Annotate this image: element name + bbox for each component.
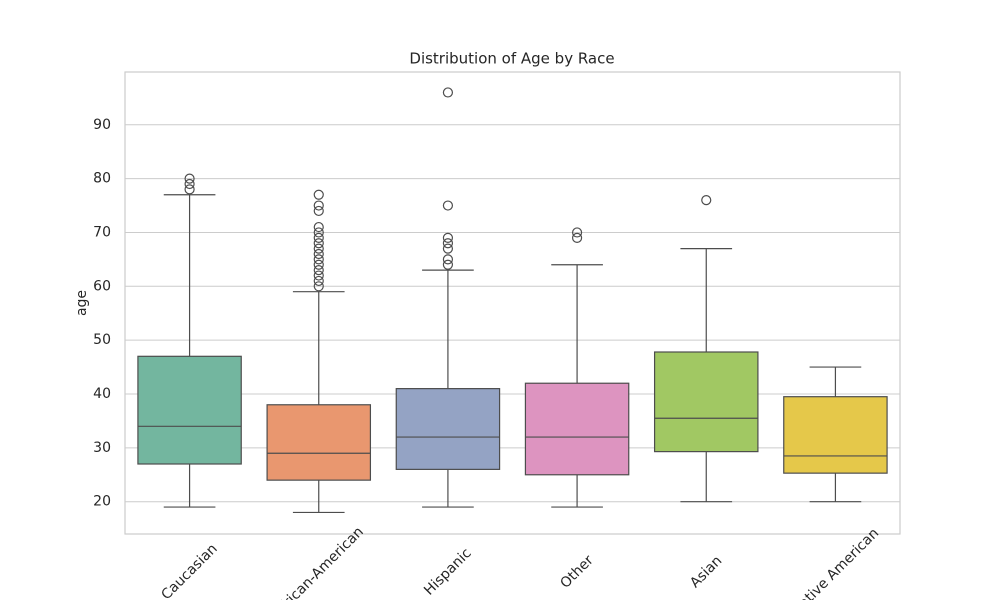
outlier — [442, 243, 454, 254]
outlier — [571, 232, 583, 243]
outlier — [701, 195, 712, 206]
outlier — [184, 173, 195, 184]
y-axis-label: age — [74, 290, 90, 316]
outlier — [313, 254, 324, 265]
outlier — [313, 200, 324, 211]
outlier — [313, 248, 324, 260]
outlier — [442, 254, 454, 265]
outlier — [313, 227, 324, 238]
outlier — [442, 238, 454, 249]
outlier — [313, 232, 324, 243]
y-tick-label: 90 — [93, 117, 111, 133]
outlier — [313, 221, 324, 233]
outlier — [442, 232, 454, 243]
outlier — [571, 227, 583, 238]
outlier — [313, 281, 324, 292]
box — [395, 388, 501, 470]
y-tick-label: 70 — [93, 224, 111, 240]
y-tick-label: 30 — [93, 440, 111, 456]
outlier — [184, 184, 195, 195]
outlier — [313, 243, 324, 254]
y-tick-label: 80 — [93, 171, 111, 187]
box — [524, 382, 630, 476]
y-tick-label: 60 — [93, 278, 111, 294]
outlier — [442, 259, 454, 270]
outlier — [313, 270, 324, 281]
y-tick-label: 40 — [93, 386, 111, 402]
outlier — [313, 265, 324, 276]
outlier — [313, 205, 324, 217]
outlier — [442, 87, 454, 98]
outlier — [313, 238, 324, 249]
box — [266, 404, 372, 481]
box — [653, 351, 759, 453]
outlier — [184, 178, 195, 190]
outlier — [313, 259, 324, 270]
chart-title: Distribution of Age by Race — [409, 50, 614, 68]
outlier — [313, 275, 324, 287]
box — [783, 396, 888, 474]
plot-frame — [124, 71, 901, 535]
y-tick-label: 50 — [93, 332, 111, 348]
y-tick-label: 20 — [93, 494, 111, 510]
outlier — [442, 200, 454, 211]
outlier — [313, 189, 324, 200]
box — [137, 355, 242, 465]
